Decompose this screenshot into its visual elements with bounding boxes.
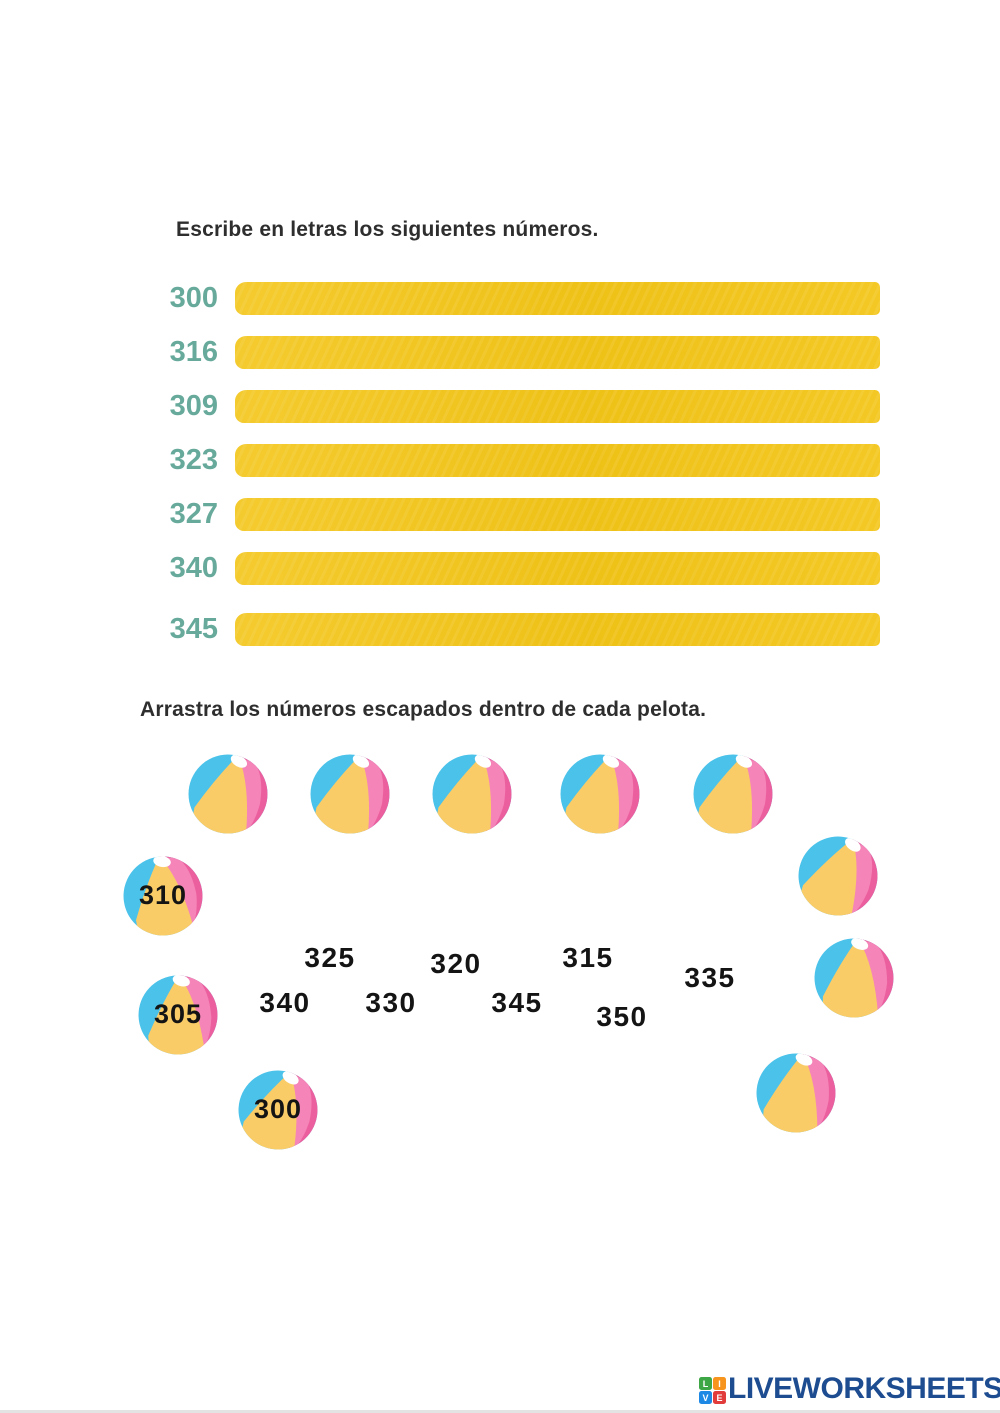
beachball-target[interactable] xyxy=(430,752,514,836)
row-number-label: 309 xyxy=(169,390,218,422)
answer-bar[interactable] xyxy=(235,390,880,423)
ball-number: 310 xyxy=(138,880,188,910)
ball-number: 300 xyxy=(253,1094,303,1124)
beachball-target[interactable] xyxy=(691,752,775,836)
draggable-number[interactable]: 345 xyxy=(491,987,543,1018)
row-number-label: 340 xyxy=(169,552,218,584)
row-number-label: 323 xyxy=(169,444,218,476)
page-bottom-edge xyxy=(0,1410,1000,1413)
beachball-target[interactable] xyxy=(186,752,270,836)
beachball-labeled: 305 xyxy=(136,973,220,1057)
draggable-number[interactable]: 335 xyxy=(684,962,736,993)
draggable-number[interactable]: 330 xyxy=(365,987,417,1018)
answer-bar[interactable] xyxy=(235,552,880,585)
answer-bar[interactable] xyxy=(235,336,880,369)
draggable-number[interactable]: 320 xyxy=(430,948,482,979)
beachball-icon xyxy=(806,930,902,1026)
row-number-label: 327 xyxy=(169,498,218,530)
answer-bar[interactable] xyxy=(235,498,880,531)
beachball-target[interactable] xyxy=(558,752,642,836)
beachball-icon xyxy=(430,752,514,836)
logo-letter: V xyxy=(699,1391,712,1404)
row-number-label: 316 xyxy=(169,336,218,368)
beachball-icon xyxy=(308,752,392,836)
answer-bar[interactable] xyxy=(235,444,880,477)
beachball-labeled: 310 xyxy=(121,854,205,938)
beachball-icon xyxy=(791,829,885,923)
ball-number: 305 xyxy=(153,999,203,1029)
beachball-labeled: 300 xyxy=(236,1068,320,1152)
liveworksheets-logo-icon: L I V E xyxy=(699,1377,726,1404)
beachball-icon xyxy=(750,1047,841,1138)
beachball-target[interactable] xyxy=(812,936,896,1020)
draggable-number[interactable]: 340 xyxy=(259,987,311,1018)
draggable-number[interactable]: 315 xyxy=(562,942,614,973)
draggable-number[interactable]: 350 xyxy=(596,1001,648,1032)
liveworksheets-wordmark: LIVEWORKSHEETS xyxy=(728,1372,1000,1405)
answer-bar[interactable] xyxy=(235,613,880,646)
row-number-label: 345 xyxy=(169,613,218,645)
beachball-icon xyxy=(691,752,775,836)
beachball-icon xyxy=(186,752,270,836)
exercise1-title: Escribe en letras los siguientes números… xyxy=(176,218,599,241)
draggable-number[interactable]: 325 xyxy=(304,942,356,973)
logo-letter: L xyxy=(699,1377,712,1390)
logo-letter: E xyxy=(713,1391,726,1404)
beachball-target[interactable] xyxy=(308,752,392,836)
row-number-label: 300 xyxy=(169,282,218,314)
logo-letter: I xyxy=(713,1377,726,1390)
beachball-target[interactable] xyxy=(796,834,880,918)
beachball-target[interactable] xyxy=(754,1051,838,1135)
exercise2-title: Arrastra los números escapados dentro de… xyxy=(140,698,707,721)
answer-bar[interactable] xyxy=(235,282,880,315)
beachball-icon xyxy=(558,752,642,836)
